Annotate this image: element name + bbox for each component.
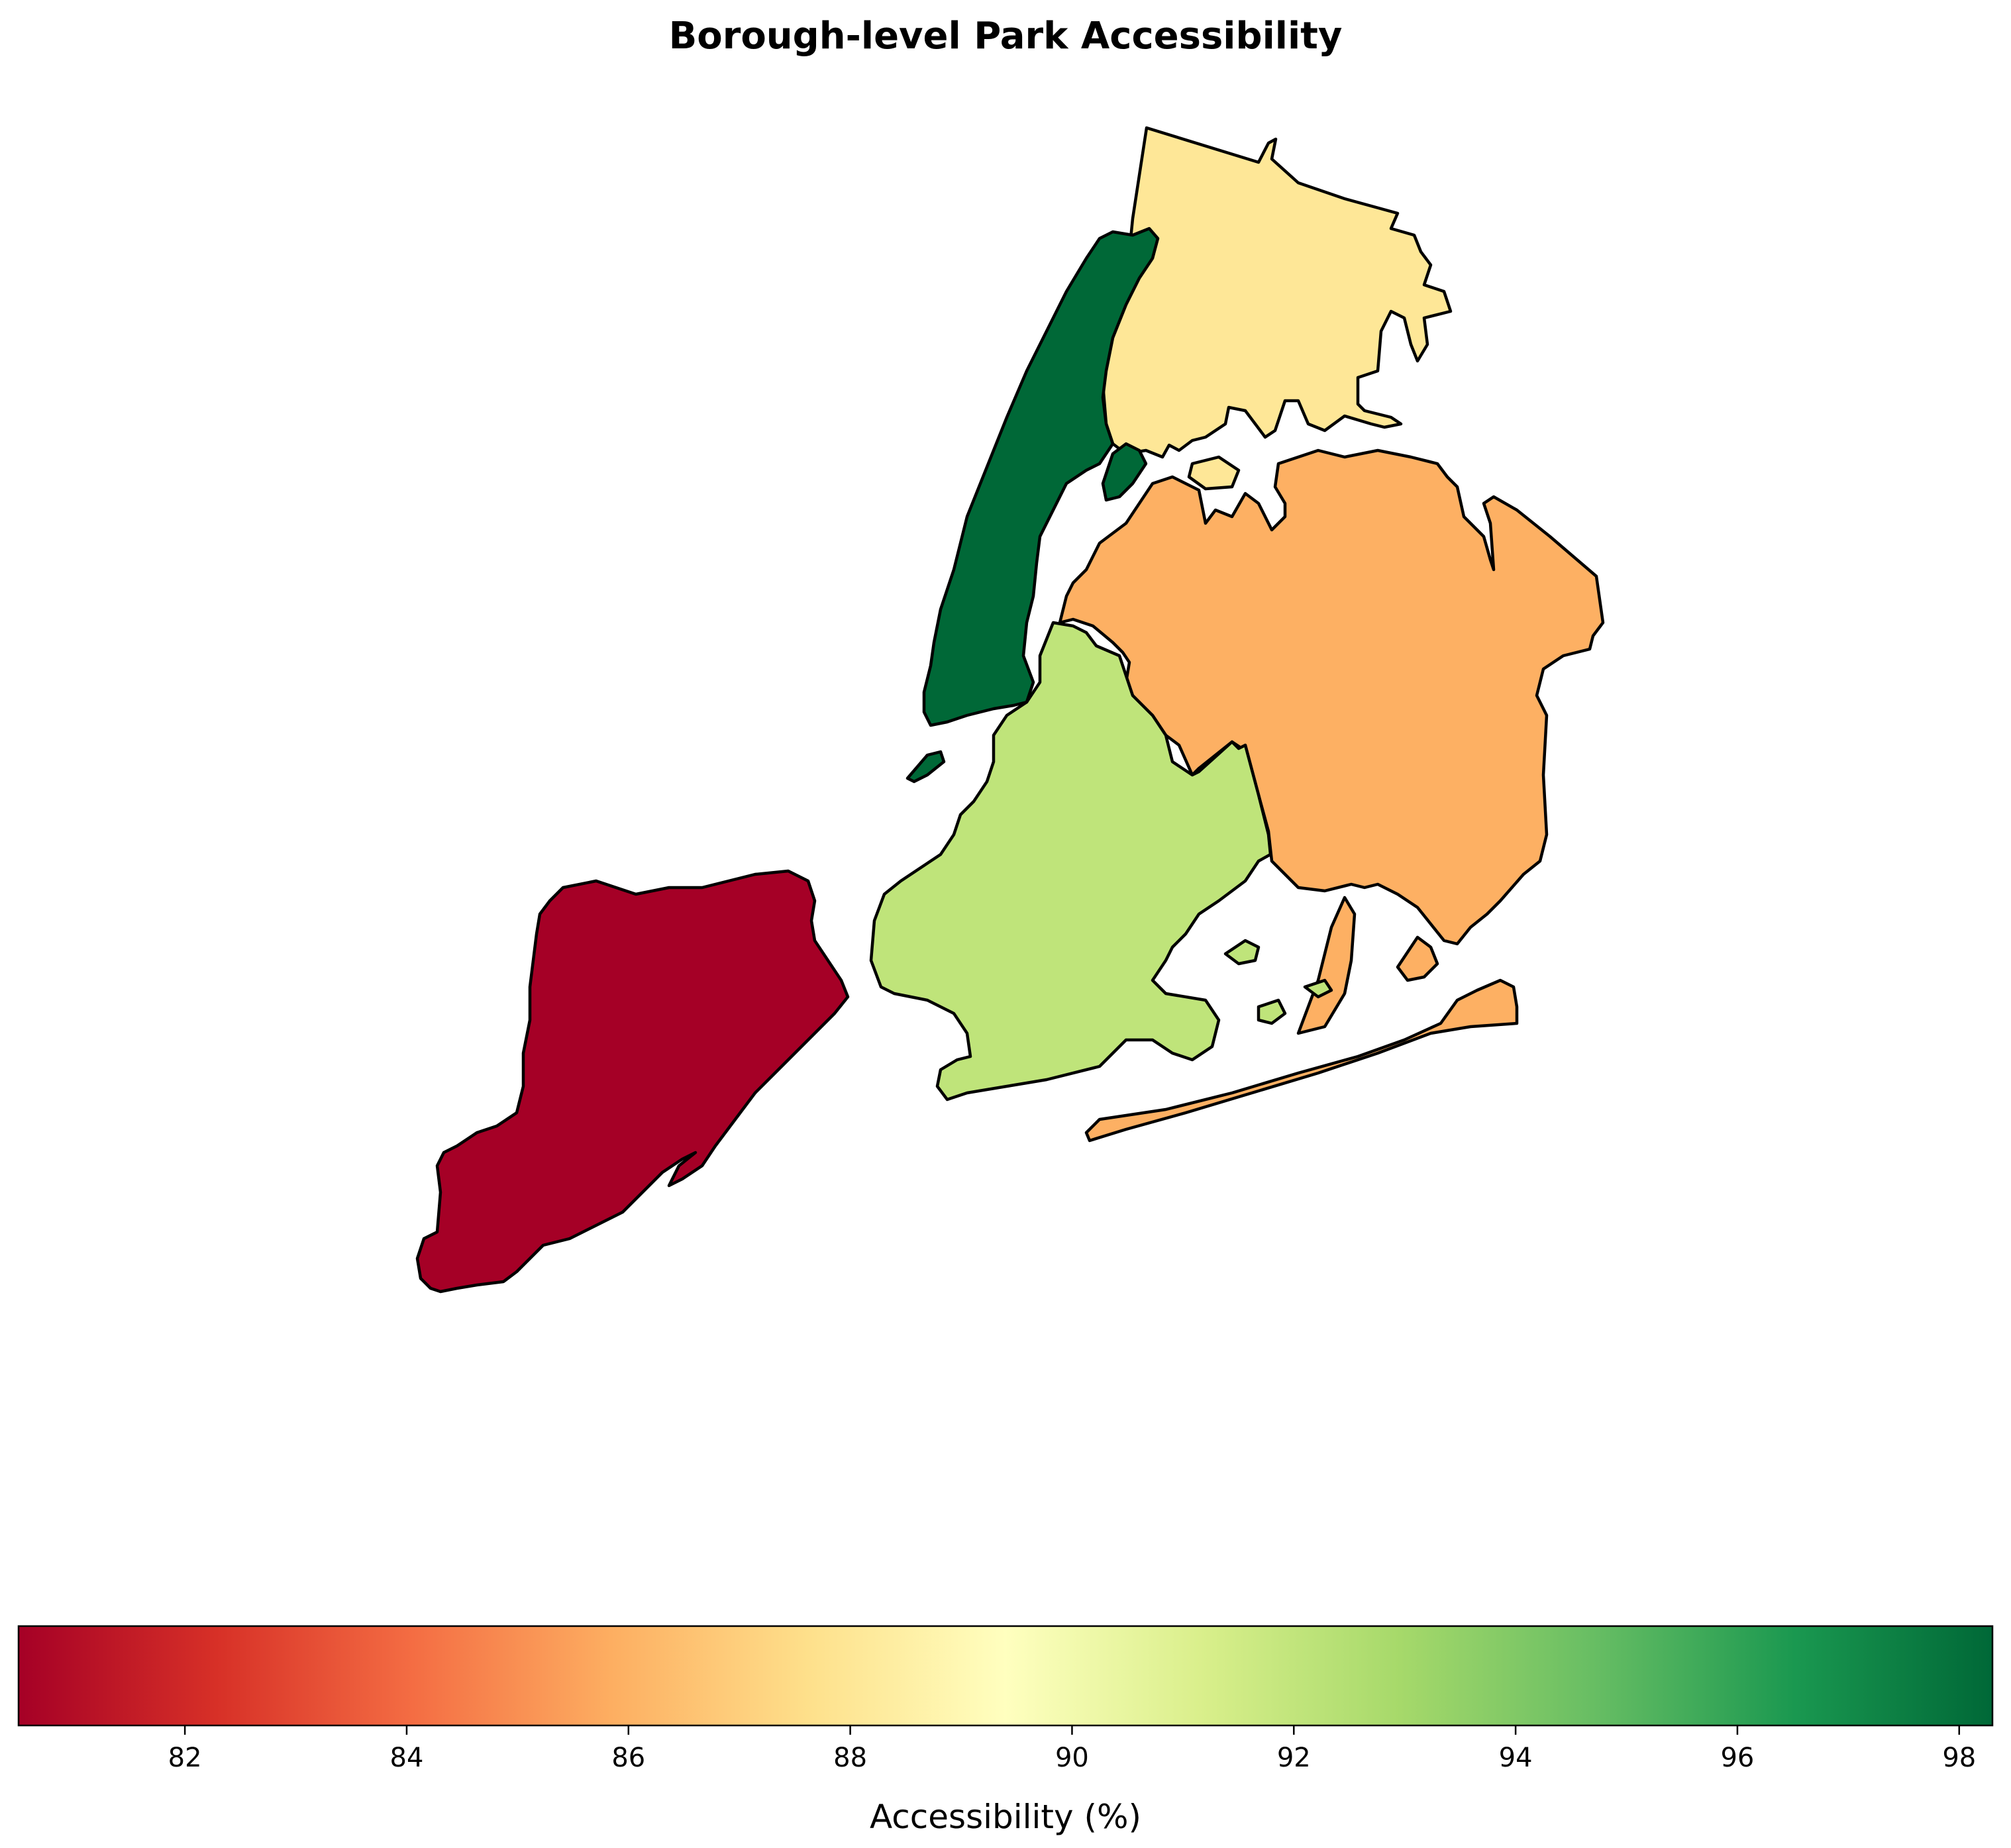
borough-queens-rockaway <box>1084 978 1519 1143</box>
colorbar-tick-label: 98 <box>1942 1743 1976 1773</box>
colorbar-tick-label: 92 <box>1277 1743 1311 1773</box>
borough-bronx-island <box>1187 455 1241 491</box>
colorbar-tick-label: 82 <box>168 1743 202 1773</box>
colorbar-tick-label: 84 <box>390 1743 424 1773</box>
borough-queens-fragment <box>1396 935 1439 982</box>
borough-brooklyn[interactable] <box>869 621 1272 1102</box>
colorbar-tick-label: 88 <box>833 1743 867 1773</box>
jamaica-bay-island <box>1223 939 1261 966</box>
colorbar-tick-label: 94 <box>1499 1743 1533 1773</box>
borough-manhattan[interactable] <box>922 227 1160 727</box>
borough-staten-island[interactable] <box>415 869 850 1294</box>
borough-manhattan-island <box>905 750 946 784</box>
colorbar-tick-label: 86 <box>611 1743 645 1773</box>
jamaica-bay-island <box>1303 978 1333 999</box>
borough-manhattan-island <box>1101 442 1148 502</box>
map-title: Borough-level Park Accessibility <box>668 15 1343 58</box>
colorbar-tick-label: 90 <box>1055 1743 1089 1773</box>
colorbar-ticks: 82 84 86 88 90 92 94 96 98 <box>168 1725 1976 1773</box>
borough-queens-fragment <box>1296 896 1357 1035</box>
colorbar-label: Accessibility (%) <box>870 1798 1141 1836</box>
colorbar-tick-label: 96 <box>1720 1743 1754 1773</box>
colorbar-gradient <box>17 1625 1994 1727</box>
borough-bronx[interactable] <box>1101 126 1453 459</box>
jamaica-bay-island <box>1257 998 1287 1025</box>
